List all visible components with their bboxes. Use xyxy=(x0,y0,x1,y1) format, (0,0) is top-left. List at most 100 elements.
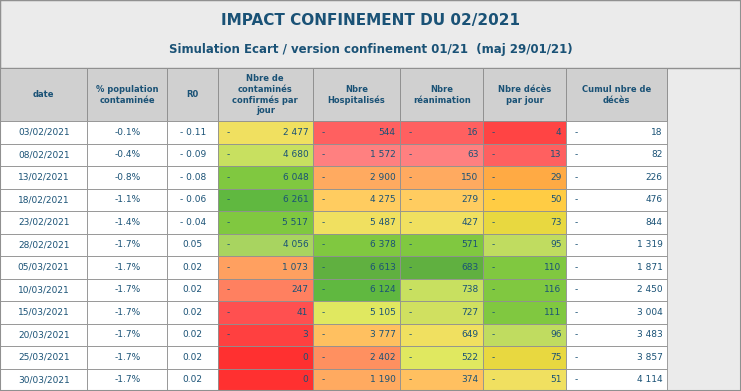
Bar xyxy=(0,144,87,166)
Bar xyxy=(218,189,313,211)
Bar xyxy=(400,278,483,301)
Bar xyxy=(218,234,313,256)
Text: 95: 95 xyxy=(550,240,562,249)
Text: -: - xyxy=(492,240,495,249)
Text: 2 402: 2 402 xyxy=(370,353,396,362)
Text: -: - xyxy=(575,196,578,204)
Bar xyxy=(0,278,87,301)
Bar xyxy=(566,346,667,368)
Bar xyxy=(167,166,218,189)
Text: IMPACT CONFINEMENT DU 02/2021: IMPACT CONFINEMENT DU 02/2021 xyxy=(221,13,520,28)
Bar xyxy=(566,121,667,144)
Text: - 0.11: - 0.11 xyxy=(179,128,206,137)
Bar xyxy=(483,368,566,391)
Bar xyxy=(87,121,167,144)
Text: -: - xyxy=(227,196,230,204)
Bar xyxy=(400,256,483,278)
Text: 150: 150 xyxy=(462,173,479,182)
Text: -: - xyxy=(492,151,495,160)
Bar xyxy=(87,234,167,256)
Bar xyxy=(566,189,667,211)
Bar xyxy=(167,346,218,368)
Text: 6 048: 6 048 xyxy=(282,173,308,182)
Text: 522: 522 xyxy=(462,353,479,362)
Text: 08/02/2021: 08/02/2021 xyxy=(18,151,70,160)
Bar xyxy=(483,301,566,324)
Bar xyxy=(167,211,218,233)
Text: -: - xyxy=(322,151,325,160)
Bar xyxy=(313,234,400,256)
Bar xyxy=(87,256,167,278)
Text: 571: 571 xyxy=(462,240,479,249)
Text: -: - xyxy=(492,308,495,317)
Text: -: - xyxy=(409,375,412,384)
Bar xyxy=(0,301,87,324)
Text: -: - xyxy=(227,151,230,160)
Bar xyxy=(566,368,667,391)
Text: 3 004: 3 004 xyxy=(637,308,662,317)
Text: -1.7%: -1.7% xyxy=(114,285,141,294)
Text: -: - xyxy=(575,240,578,249)
Text: -1.7%: -1.7% xyxy=(114,308,141,317)
Text: 75: 75 xyxy=(550,353,562,362)
Text: 0: 0 xyxy=(302,375,308,384)
Text: date: date xyxy=(33,90,55,99)
Bar xyxy=(313,144,400,166)
Text: 5 487: 5 487 xyxy=(370,218,396,227)
Text: 23/02/2021: 23/02/2021 xyxy=(18,218,70,227)
Text: -: - xyxy=(227,263,230,272)
Text: 1 319: 1 319 xyxy=(637,240,662,249)
Bar xyxy=(483,68,566,121)
Bar xyxy=(87,346,167,368)
Text: 63: 63 xyxy=(467,151,479,160)
Text: -: - xyxy=(409,173,412,182)
Text: 2 450: 2 450 xyxy=(637,285,662,294)
Text: -: - xyxy=(575,263,578,272)
Text: 73: 73 xyxy=(550,218,562,227)
Text: 28/02/2021: 28/02/2021 xyxy=(18,240,70,249)
Bar xyxy=(0,0,741,68)
Bar xyxy=(566,68,667,121)
Bar xyxy=(0,234,87,256)
Bar xyxy=(483,278,566,301)
Text: -: - xyxy=(322,308,325,317)
Bar xyxy=(218,278,313,301)
Text: -: - xyxy=(409,196,412,204)
Bar xyxy=(483,234,566,256)
Text: - 0.06: - 0.06 xyxy=(179,196,206,204)
Text: -: - xyxy=(492,375,495,384)
Bar xyxy=(483,256,566,278)
Text: 279: 279 xyxy=(462,196,479,204)
Text: 544: 544 xyxy=(379,128,396,137)
Bar xyxy=(313,278,400,301)
Text: -: - xyxy=(575,151,578,160)
Bar xyxy=(218,68,313,121)
Text: 476: 476 xyxy=(645,196,662,204)
Bar xyxy=(167,189,218,211)
Bar xyxy=(400,211,483,233)
Text: 2 477: 2 477 xyxy=(282,128,308,137)
Text: 18/02/2021: 18/02/2021 xyxy=(18,196,70,204)
Text: 13/02/2021: 13/02/2021 xyxy=(18,173,70,182)
Text: -1.4%: -1.4% xyxy=(114,218,141,227)
Text: 0.02: 0.02 xyxy=(183,285,202,294)
Text: -: - xyxy=(575,128,578,137)
Text: 1 871: 1 871 xyxy=(637,263,662,272)
Bar xyxy=(167,324,218,346)
Text: 0.02: 0.02 xyxy=(183,353,202,362)
Text: - 0.08: - 0.08 xyxy=(179,173,206,182)
Bar xyxy=(400,324,483,346)
Bar xyxy=(566,234,667,256)
Text: 20/03/2021: 20/03/2021 xyxy=(18,330,70,339)
Text: 5 517: 5 517 xyxy=(282,218,308,227)
Text: -: - xyxy=(227,285,230,294)
Text: -: - xyxy=(575,173,578,182)
Text: -: - xyxy=(492,218,495,227)
Text: 427: 427 xyxy=(462,218,479,227)
Text: 3 777: 3 777 xyxy=(370,330,396,339)
Text: 6 124: 6 124 xyxy=(370,285,396,294)
Bar xyxy=(313,346,400,368)
Text: Nbre décès
par jour: Nbre décès par jour xyxy=(498,85,551,104)
Text: -1.7%: -1.7% xyxy=(114,353,141,362)
Bar xyxy=(400,346,483,368)
